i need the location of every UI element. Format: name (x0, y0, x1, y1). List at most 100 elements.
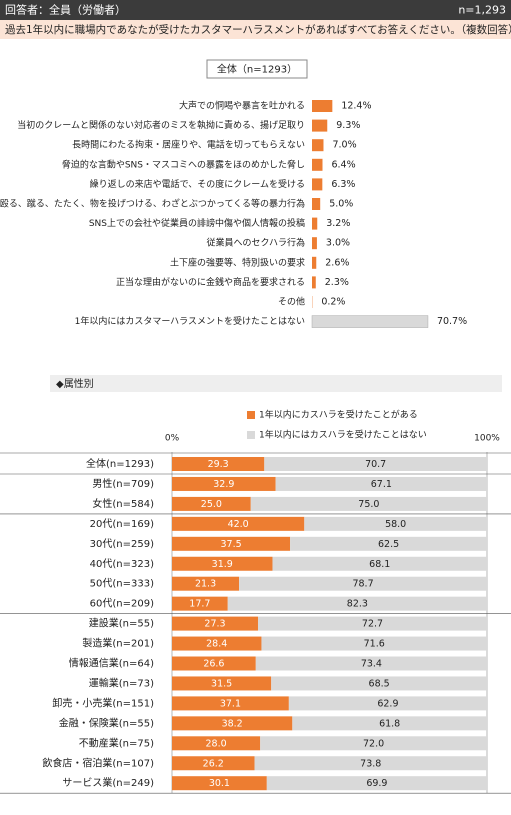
category-label: 30代(n=259) (90, 538, 154, 550)
legend-label: 1年以内にカスハラを受けたことがある (259, 409, 418, 421)
value-label: 5.0% (329, 199, 353, 210)
category-label: 脅迫的な言動やSNS・マスコミへの暴露をほのめかした脅し (62, 158, 305, 170)
bar (312, 316, 428, 328)
bar (312, 237, 317, 249)
category-label: 60代(n=209) (90, 598, 154, 610)
respondent: 回答者：全員（労働者） (5, 3, 126, 17)
x-tick-label: 0% (165, 434, 180, 444)
value-label: 72.7 (362, 619, 383, 630)
value-label: 73.8 (360, 758, 381, 769)
value-label: 70.7 (365, 459, 386, 470)
question: 過去1年以内に職場内であなたが受けたカスタマーハラスメントがあればすべてお答えく… (5, 23, 511, 36)
value-label: 31.9 (212, 559, 233, 570)
value-label: 67.1 (371, 479, 392, 490)
value-label: 17.7 (189, 599, 210, 610)
category-label: 1年以内にはカスタマーハラスメントを受けたことはない (75, 315, 305, 327)
value-label: 3.0% (326, 238, 350, 249)
bar (312, 120, 327, 132)
value-label: 27.3 (204, 619, 225, 630)
value-label: 26.6 (203, 659, 224, 670)
value-label: 6.3% (331, 179, 355, 190)
bar (312, 257, 316, 269)
value-label: 72.0 (363, 738, 384, 749)
value-label: 58.0 (385, 519, 406, 530)
category-label: その他 (278, 296, 305, 308)
value-label: 37.1 (220, 698, 241, 709)
value-label: 38.2 (222, 718, 243, 729)
value-label: 69.9 (366, 778, 387, 789)
bar (312, 100, 332, 112)
bar (312, 218, 317, 230)
legend-label: 1年以内にはカスハラを受けたことはない (259, 429, 427, 441)
value-label: 7.0% (332, 140, 356, 151)
bar (312, 178, 322, 190)
value-label: 37.5 (220, 539, 241, 550)
value-label: 12.4% (341, 101, 371, 112)
value-label: 0.2% (321, 297, 345, 308)
category-label: 金融・保険業(n=55) (59, 716, 154, 729)
category-label: 繰り返しの来店や電話で、その度にクレームを受ける (90, 178, 305, 190)
value-label: 70.7% (437, 316, 467, 327)
category-label: 情報通信業(n=64) (69, 657, 154, 670)
category-label: 製造業(n=201) (82, 637, 154, 650)
category-label: 大声での恫喝や暴言を吐かれる (179, 100, 305, 112)
category-label: 女性(n=584) (92, 497, 154, 510)
section-title: ◆属性別 (56, 377, 94, 390)
value-label: 9.3% (336, 120, 360, 131)
value-label: 25.0 (201, 499, 222, 510)
value-label: 30.1 (209, 778, 230, 789)
category-label: 不動産業(n=75) (79, 736, 154, 749)
category-label: 全体(n=1293) (86, 457, 154, 470)
value-label: 42.0 (228, 519, 249, 530)
bar (312, 139, 323, 151)
bar (312, 276, 316, 288)
value-label: 29.3 (208, 459, 229, 470)
chart-title: 全体（n=1293） (217, 63, 297, 76)
category-label: SNS上での会社や従業員の誹謗中傷や個人情報の投稿 (89, 217, 305, 229)
category-label: 殴る、蹴る、たたく、物を投げつける、わざとぶつかってくる等の暴力行為 (0, 198, 305, 210)
category-label: 土下座の強要等、特別扱いの要求 (170, 256, 305, 268)
category-label: 40代(n=323) (90, 558, 154, 570)
category-label: 男性(n=709) (92, 477, 154, 490)
value-label: 3.2% (326, 218, 350, 229)
value-label: 2.6% (325, 257, 349, 268)
value-label: 26.2 (203, 758, 224, 769)
bar (312, 198, 320, 210)
value-label: 6.4% (331, 159, 355, 170)
value-label: 71.6 (364, 639, 385, 650)
value-label: 82.3 (347, 599, 368, 610)
bar (312, 159, 322, 171)
category-label: 当初のクレームと関係のない対応者のミスを執拗に責める、揚げ足取り (17, 119, 305, 131)
category-label: 正当な理由がないのに金銭や商品を要求される (116, 276, 305, 288)
legend-swatch (247, 431, 255, 439)
category-label: 50代(n=333) (90, 578, 154, 590)
value-label: 28.0 (206, 738, 227, 749)
category-label: 長時間にわたる拘束・居座りや、電話を切ってもらえない (72, 139, 305, 151)
value-label: 68.5 (369, 678, 390, 689)
category-label: 卸売・小売業(n=151) (52, 696, 154, 709)
value-label: 75.0 (358, 499, 379, 510)
category-label: サービス業(n=249) (62, 776, 154, 789)
value-label: 2.3% (325, 277, 349, 288)
value-label: 21.3 (195, 579, 216, 590)
category-label: 20代(n=169) (90, 518, 154, 530)
x-tick-label: 100% (474, 434, 500, 444)
value-label: 32.9 (213, 479, 234, 490)
category-label: 運輸業(n=73) (89, 676, 154, 689)
value-label: 62.9 (377, 698, 398, 709)
value-label: 62.5 (378, 539, 399, 550)
sample-size: n=1,293 (458, 4, 506, 17)
value-label: 28.4 (206, 639, 227, 650)
value-label: 78.7 (352, 579, 373, 590)
value-label: 68.1 (369, 559, 390, 570)
category-label: 従業員へのセクハラ行為 (206, 237, 305, 249)
legend-swatch (247, 411, 255, 419)
value-label: 61.8 (379, 718, 400, 729)
category-label: 建設業(n=55) (89, 617, 154, 630)
value-label: 31.5 (211, 678, 232, 689)
section-band (50, 375, 502, 392)
value-label: 73.4 (361, 659, 382, 670)
category-label: 飲食店・宿泊業(n=107) (42, 756, 154, 769)
